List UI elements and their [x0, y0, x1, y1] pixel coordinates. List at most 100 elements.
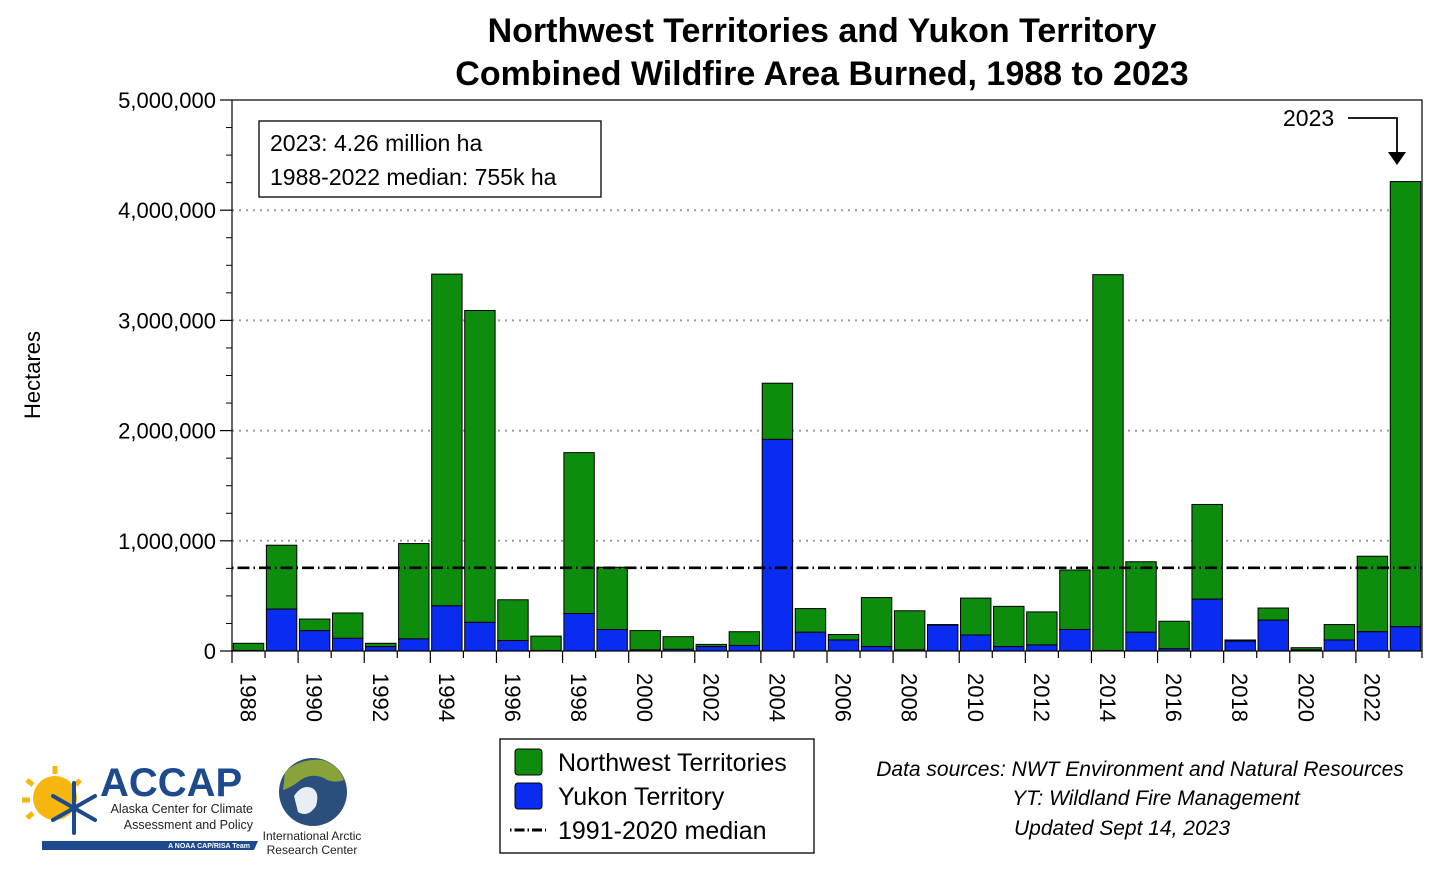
legend-label-nwt: Northwest Territories: [558, 749, 787, 777]
bar-nwt-2003: [728, 631, 761, 646]
legend-swatch-nwt: [514, 748, 543, 776]
bar-nwt-1990: [298, 618, 331, 632]
bar-yukon-2015: [1125, 631, 1157, 652]
data-sources: Data sources: NWT Environment and Natura…: [876, 758, 1404, 840]
bar-yukon-1994: [431, 605, 463, 652]
x-tick-label: 1988: [236, 673, 261, 722]
accap-banner: [42, 841, 258, 850]
x-tick-label: 2004: [764, 673, 789, 722]
bar-yukon-1993: [398, 638, 430, 652]
bar-yukon-2017: [1191, 598, 1223, 652]
accap-subtitle-1: Alaska Center for Climate: [111, 802, 253, 816]
bar-nwt-1993: [398, 543, 430, 640]
accap-subtitle-2: Assessment and Policy: [124, 818, 254, 832]
bar-nwt-2011: [993, 605, 1025, 648]
bar-yukon-2002: [695, 646, 728, 652]
annotation-box: 2023: 4.26 million ha 1988-2022 median: …: [258, 120, 602, 198]
bar-yukon-2003: [728, 644, 761, 652]
bar-nwt-2015: [1125, 561, 1157, 633]
bar-nwt-1989: [265, 544, 298, 610]
bar-nwt-1999: [596, 566, 628, 631]
bar-nwt-1994: [431, 273, 463, 607]
bar-nwt-2008: [893, 610, 926, 651]
sun-rays-icon: [22, 766, 82, 820]
accap-logo: ACCAP Alaska Center for Climate Assessme…: [22, 761, 258, 850]
iarc-text-2: Research Center: [267, 843, 358, 857]
bar-yukon-1996: [497, 640, 529, 652]
x-tick-label: 2012: [1029, 673, 1054, 722]
bar-nwt-2019: [1257, 607, 1289, 621]
bar-yukon-2007: [860, 646, 893, 652]
source-line-2: YT: Wildland Fire Management: [1012, 787, 1301, 810]
legend: Northwest Territories Yukon Territory 19…: [499, 738, 815, 854]
y-tick-label: 5,000,000: [118, 88, 216, 113]
bar-yukon-1990: [298, 630, 331, 652]
bar-nwt-2016: [1158, 620, 1190, 650]
bar-nwt-2010: [960, 597, 992, 636]
bar-yukon-2012: [1026, 644, 1058, 652]
x-tick-label: 2018: [1227, 673, 1252, 722]
bar-nwt-2021: [1323, 624, 1356, 641]
x-tick-label: 1992: [368, 673, 393, 722]
globe-ice: [294, 787, 318, 814]
bar-nwt-1997: [530, 635, 562, 651]
y-axis-label: Hectares: [20, 331, 45, 419]
globe-land: [283, 759, 344, 790]
bar-yukon-2010: [960, 634, 992, 652]
bar-nwt-2014: [1092, 274, 1124, 651]
y-tick-label: 1,000,000: [118, 529, 216, 554]
x-tick-label: 2008: [897, 673, 922, 722]
bar-yukon-2004: [761, 438, 794, 652]
bar-nwt-2006: [827, 633, 860, 641]
bar-yukon-1989: [265, 608, 298, 652]
y-tick-label: 4,000,000: [118, 198, 216, 223]
bar-yukon-1991: [331, 637, 364, 652]
bar-yukon-2009: [926, 624, 959, 652]
accap-tag: A NOAA CAP/RISA Team: [168, 843, 250, 850]
x-tick-label: 2002: [698, 673, 723, 722]
x-tick-label: 2006: [831, 673, 856, 722]
legend-swatch-yukon: [514, 782, 543, 810]
x-tick-label: 1998: [566, 673, 591, 722]
accap-logo-text: ACCAP: [100, 761, 242, 805]
bar-yukon-2018: [1224, 640, 1256, 652]
bar-yukon-2022: [1356, 631, 1389, 652]
x-tick-label: 2016: [1161, 673, 1186, 722]
x-axis-ticks: 1988 1990 1992 1994 1996 1998 2000 2002 2004 2006…: [231, 651, 1423, 722]
annotation-line-2: 1988-2022 median: 755k ha: [270, 164, 557, 190]
iarc-logo: International Arctic Research Center: [263, 758, 361, 857]
y-tick-label: 2,000,000: [118, 419, 216, 444]
bar-nwt-1996: [497, 599, 529, 642]
callout-label: 2023: [1283, 105, 1334, 131]
bar-yukon-2013: [1059, 629, 1091, 652]
legend-frame: [499, 738, 815, 854]
legend-label-median: 1991-2020 median: [558, 817, 767, 845]
snowflake-icon: [51, 781, 97, 835]
bar-nwt-1998: [563, 452, 595, 615]
bar-yukon-1995: [464, 621, 496, 652]
bar-nwt-2005: [794, 608, 827, 633]
bar-yukon-2023: [1389, 626, 1422, 652]
x-tick-label: 1994: [434, 673, 459, 722]
y-tick-label: 3,000,000: [118, 308, 216, 333]
bar-nwt-1988: [232, 642, 265, 651]
bar-yukon-2019: [1257, 619, 1289, 652]
x-tick-label: 2020: [1293, 673, 1318, 722]
bar-yukon-2006: [827, 639, 860, 652]
bar-nwt-2012: [1026, 611, 1058, 646]
y-tick-label: 0: [204, 639, 216, 664]
bars: [232, 181, 1422, 652]
chart-title-line-2: Combined Wildfire Area Burned, 1988 to 2…: [455, 55, 1188, 93]
bar-nwt-1991: [331, 612, 364, 639]
x-tick-label: 2022: [1359, 673, 1384, 722]
bar-nwt-2004: [761, 382, 794, 440]
callout-2023: 2023: [1283, 105, 1406, 165]
y-axis-ticks: 0 1,000,000 2,000,000 3,000,000 4,000,000 5,0…: [118, 88, 232, 664]
bar-yukon-1998: [563, 613, 595, 652]
plot-frame: [231, 99, 1423, 652]
bar-yukon-2011: [993, 646, 1025, 652]
gridlines: [232, 209, 1422, 542]
callout-arrow-head-icon: [1388, 152, 1406, 165]
x-tick-label: 2010: [963, 673, 988, 722]
